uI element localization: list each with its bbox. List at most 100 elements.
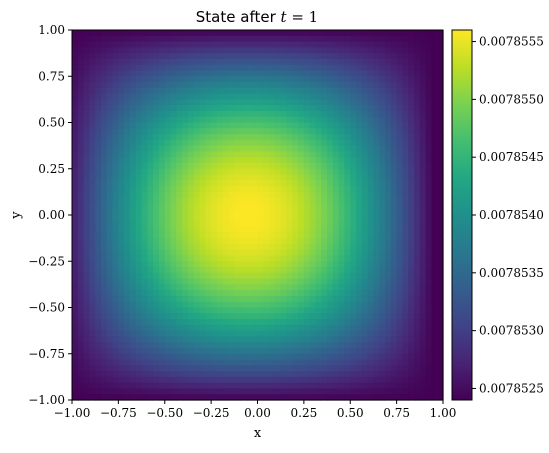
heatmap-cell (437, 267, 444, 274)
heatmap-cell (124, 168, 131, 176)
heatmap-cell (234, 110, 241, 118)
heatmap-cell (321, 58, 328, 66)
heatmap-cell (240, 134, 247, 141)
heatmap-cell (176, 347, 183, 355)
heatmap-cell (373, 70, 380, 77)
heatmap-cell (257, 365, 264, 372)
heatmap-cell (274, 87, 282, 95)
heatmap-cell (147, 220, 154, 228)
heatmap-cell (338, 162, 346, 170)
heatmap-cell (222, 313, 230, 320)
heatmap-cell (83, 203, 90, 210)
heatmap-cell (158, 82, 166, 89)
heatmap-cell (77, 284, 85, 291)
heatmap-cell (100, 70, 108, 77)
heatmap-cell (77, 301, 85, 309)
heatmap-cell (263, 342, 270, 349)
heatmap-cell (344, 324, 351, 332)
heatmap-cell (135, 174, 143, 181)
heatmap-cell (298, 284, 305, 291)
heatmap-cell (321, 128, 328, 135)
heatmap-cell (205, 82, 212, 89)
heatmap-cell (419, 261, 427, 268)
heatmap-cell (350, 301, 357, 309)
heatmap-cell (112, 186, 119, 193)
heatmap-cell (89, 220, 96, 228)
heatmap-cell (332, 197, 340, 205)
heatmap-cell (390, 353, 398, 361)
heatmap-cell (100, 307, 108, 314)
heatmap-cell (170, 290, 177, 297)
heatmap-cell (72, 128, 79, 135)
heatmap-cell (176, 180, 183, 187)
heatmap-cell (344, 249, 351, 257)
heatmap-cell (228, 313, 235, 320)
heatmap-cell (153, 272, 160, 280)
heatmap-cell (211, 319, 218, 326)
heatmap-cell (286, 180, 293, 187)
heatmap-cell (257, 295, 264, 303)
heatmap-cell (350, 330, 357, 338)
heatmap-cell (124, 110, 131, 118)
heatmap-cell (83, 388, 90, 395)
heatmap-cell (414, 134, 421, 141)
heatmap-cell (118, 301, 125, 309)
heatmap-cell (251, 41, 259, 48)
heatmap-cell (158, 272, 166, 280)
heatmap-cell (298, 151, 305, 158)
heatmap-cell (350, 64, 357, 72)
heatmap-cell (135, 353, 143, 361)
heatmap-cell (222, 307, 230, 314)
heatmap-cell (135, 157, 143, 164)
heatmap-cell (176, 330, 183, 338)
heatmap-cell (193, 232, 201, 239)
heatmap-cell (245, 342, 253, 349)
heatmap-cell (280, 122, 288, 129)
heatmap-cell (100, 290, 108, 297)
heatmap-cell (408, 47, 415, 54)
heatmap-cell (118, 82, 125, 89)
heatmap-cell (176, 53, 183, 60)
heatmap-cell (118, 30, 125, 37)
heatmap-cell (147, 255, 154, 262)
heatmap-cell (263, 295, 270, 303)
heatmap-cell (95, 376, 102, 384)
heatmap-cell (350, 319, 357, 326)
heatmap-cell (77, 99, 85, 106)
heatmap-cell (129, 388, 137, 395)
heatmap-cell (425, 203, 433, 210)
heatmap-cell (100, 272, 108, 280)
heatmap-cell (361, 307, 369, 314)
heatmap-cell (431, 47, 438, 54)
heatmap-cell (182, 116, 189, 124)
heatmap-cell (373, 99, 380, 106)
heatmap-cell (280, 284, 288, 291)
heatmap-cell (361, 168, 369, 176)
heatmap-cell (269, 330, 276, 338)
heatmap-cell (72, 220, 79, 228)
heatmap-cell (147, 128, 154, 135)
heatmap-cell (83, 365, 90, 372)
heatmap-cell (211, 359, 218, 366)
heatmap-cell (164, 267, 172, 274)
heatmap-cell (193, 267, 201, 274)
heatmap-cell (222, 215, 230, 222)
heatmap-cell (303, 47, 311, 54)
heatmap-cell (408, 336, 415, 343)
heatmap-cell (182, 353, 189, 361)
heatmap-cell (286, 278, 293, 285)
heatmap-cell (257, 128, 264, 135)
heatmap-cell (367, 255, 375, 262)
heatmap-cell (228, 30, 235, 37)
heatmap-cell (234, 134, 241, 141)
heatmap-cell (216, 319, 224, 326)
heatmap-cell (350, 278, 357, 285)
heatmap-cell (129, 70, 137, 77)
heatmap-cell (141, 319, 148, 326)
heatmap-cell (72, 93, 79, 100)
heatmap-cell (199, 336, 206, 343)
heatmap-cell (77, 238, 85, 245)
heatmap-cell (385, 226, 392, 233)
heatmap-cell (315, 128, 322, 135)
heatmap-cell (414, 203, 421, 210)
